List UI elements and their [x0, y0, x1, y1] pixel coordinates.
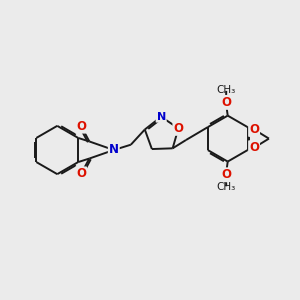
Text: O: O [249, 123, 259, 136]
Text: N: N [157, 112, 166, 122]
Text: CH₃: CH₃ [217, 182, 236, 193]
Text: O: O [76, 120, 86, 133]
Text: O: O [76, 167, 86, 180]
Text: O: O [173, 122, 183, 135]
Text: O: O [221, 96, 231, 109]
Text: O: O [221, 168, 231, 181]
Text: O: O [249, 141, 259, 154]
Text: N: N [109, 143, 119, 157]
Text: CH₃: CH₃ [217, 85, 236, 95]
